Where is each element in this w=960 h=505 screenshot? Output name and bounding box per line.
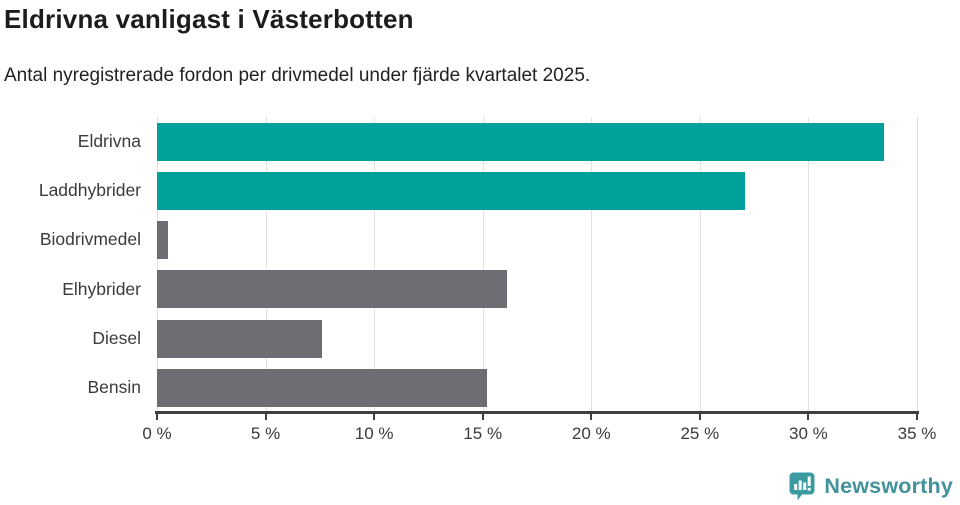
x-axis-tick-30 xyxy=(807,413,810,420)
category-label-bensin: Bensin xyxy=(87,376,141,397)
x-axis-line xyxy=(155,411,919,414)
gridline-30 xyxy=(808,117,810,412)
gridline-10 xyxy=(374,117,376,412)
x-axis-tick-35 xyxy=(916,413,918,420)
gridline-20 xyxy=(591,117,593,412)
chart-title: Eldrivna vanligast i Västerbotten xyxy=(4,4,414,34)
x-axis-tick-label-15: 15 % xyxy=(463,424,503,443)
category-label-eldrivna: Eldrivna xyxy=(77,131,141,151)
x-axis-tick-10 xyxy=(373,413,376,420)
x-axis-tick-15 xyxy=(481,413,484,420)
category-label-diesel: Diesel xyxy=(92,327,141,348)
gridline-0 xyxy=(157,117,158,412)
gridline-35 xyxy=(917,117,918,412)
gridline-5 xyxy=(265,117,267,412)
x-axis-tick-25 xyxy=(698,413,701,420)
bar-laddhybrider xyxy=(157,172,746,211)
bar-eldrivna xyxy=(157,122,885,161)
brand-name: Newsworthy xyxy=(824,473,953,498)
x-axis-tick-label-0: 0 % xyxy=(142,424,172,443)
x-axis-tick-label-10: 10 % xyxy=(354,424,394,443)
x-axis-tick-label-35: 35 % xyxy=(897,424,937,443)
gridline-15 xyxy=(482,117,484,412)
brand-footer: Newsworthy xyxy=(789,470,953,502)
newsworthy-logo-icon xyxy=(789,472,815,500)
x-axis-tick-label-20: 20 % xyxy=(571,424,611,443)
x-axis-tick-20 xyxy=(590,413,593,420)
x-axis-tick-label-25: 25 % xyxy=(680,424,720,443)
x-axis-tick-label-5: 5 % xyxy=(250,424,281,443)
x-axis-tick-0 xyxy=(156,413,158,420)
category-label-laddhybrider: Laddhybrider xyxy=(38,180,141,201)
category-label-biodrivmedel: Biodrivmedel xyxy=(39,229,141,250)
bar-diesel xyxy=(157,319,323,358)
bar-bensin xyxy=(157,368,488,407)
x-axis-tick-label-30: 30 % xyxy=(789,424,828,443)
x-axis-tick-5 xyxy=(264,413,267,420)
bar-elhybrider xyxy=(157,270,507,309)
category-label-elhybrider: Elhybrider xyxy=(62,278,141,299)
gridline-25 xyxy=(699,117,701,412)
bar-biodrivmedel xyxy=(157,221,168,260)
chart-subtitle: Antal nyregistrerade fordon per drivmede… xyxy=(4,65,591,86)
